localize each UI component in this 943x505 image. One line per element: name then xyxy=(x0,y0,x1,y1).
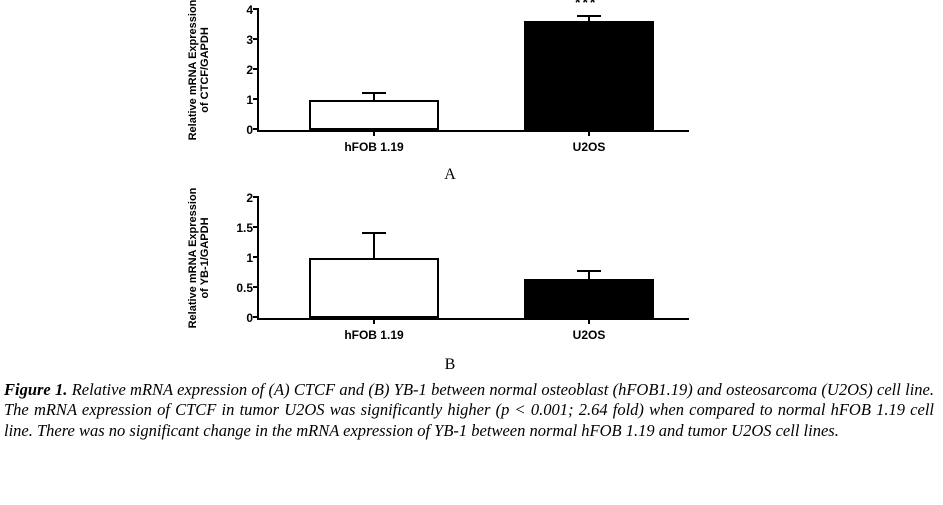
panel-a-ytick-label: 2 xyxy=(227,64,253,76)
panel-b-xtick xyxy=(588,318,590,324)
panel-b-bar-u2os xyxy=(524,279,654,318)
panel-a-xtick xyxy=(588,130,590,136)
panel-b-err-cap xyxy=(362,232,386,234)
panel-a-ylabel-line2: of CTCF/GAPDH xyxy=(199,27,211,113)
panel-a-xtick-label: hFOB 1.19 xyxy=(294,140,454,154)
panel-b-ytick-label: 2 xyxy=(227,192,253,204)
panel-a-xtick xyxy=(373,130,375,136)
figure-number: Figure 1. xyxy=(4,380,67,399)
panel-b-bar-hfob xyxy=(309,258,439,318)
panel-b-err-stem xyxy=(588,272,590,279)
panel-a-err-stem xyxy=(588,17,590,21)
panel-a-ylabel-line1: Relative mRNA Expression xyxy=(187,0,199,140)
panel-a-err-stem xyxy=(373,94,375,100)
panel-a-letter: A xyxy=(440,166,460,184)
panel-a-ytick xyxy=(253,68,259,70)
panel-b-ytick xyxy=(253,196,259,198)
figure-caption: Figure 1. Relative mRNA expression of (A… xyxy=(0,380,940,441)
panel-b-ytick xyxy=(253,286,259,288)
panel-a-err-cap xyxy=(577,15,601,17)
figure-caption-text: Relative mRNA expression of (A) CTCF and… xyxy=(4,380,934,440)
panel-a-ytick-label: 3 xyxy=(227,34,253,46)
panel-a-ytick xyxy=(253,8,259,10)
panel-b-ytick xyxy=(253,316,259,318)
panel-b-ytick xyxy=(253,226,259,228)
panel-b-xtick-label: hFOB 1.19 xyxy=(294,328,454,342)
panel-b: Relative mRNA Expression of YB-1/GAPDH 0… xyxy=(167,194,727,354)
panel-a-bar-hfob xyxy=(309,100,439,130)
panel-a-ytick-label: 4 xyxy=(227,4,253,16)
panel-b-xtick-label: U2OS xyxy=(509,328,669,342)
panel-b-xtick xyxy=(373,318,375,324)
panel-a-significance-marker: *** xyxy=(575,0,597,10)
panel-a-ytick xyxy=(253,38,259,40)
panel-a-ytick xyxy=(253,128,259,130)
panel-a-ytick xyxy=(253,98,259,100)
panel-b-ytick-label: 0.5 xyxy=(227,282,253,294)
panel-b-ytick-label: 1.5 xyxy=(227,222,253,234)
panel-a-xtick-label: U2OS xyxy=(509,140,669,154)
panel-a-bar-u2os xyxy=(524,21,654,131)
panel-a-ytick-label: 0 xyxy=(227,124,253,136)
panel-b-err-stem xyxy=(373,234,375,258)
panel-a-ytick-label: 1 xyxy=(227,94,253,106)
panel-a-err-cap xyxy=(362,92,386,94)
panel-b-letter: B xyxy=(440,356,460,374)
panel-b-ytick-label: 0 xyxy=(227,312,253,324)
panel-b-ylabel-line2: of YB-1/GAPDH xyxy=(199,217,211,298)
panel-b-plot-area: 0 0.5 1 1.5 2 hFOB 1.19 U2OS xyxy=(257,198,689,320)
panel-a-plot-area: 0 1 2 3 4 hFOB 1.19 U2OS *** xyxy=(257,10,689,132)
panel-b-ytick xyxy=(253,256,259,258)
figure-container: Relative mRNA Expression of CTCF/GAPDH 0… xyxy=(0,0,943,505)
panel-b-ytick-label: 1 xyxy=(227,252,253,264)
panel-a-y-axis-label: Relative mRNA Expression of CTCF/GAPDH xyxy=(187,0,211,150)
panel-b-ylabel-line1: Relative mRNA Expression xyxy=(187,188,199,329)
panel-b-err-cap xyxy=(577,270,601,272)
panel-b-y-axis-label: Relative mRNA Expression of YB-1/GAPDH xyxy=(187,178,211,338)
panel-a: Relative mRNA Expression of CTCF/GAPDH 0… xyxy=(167,6,727,166)
